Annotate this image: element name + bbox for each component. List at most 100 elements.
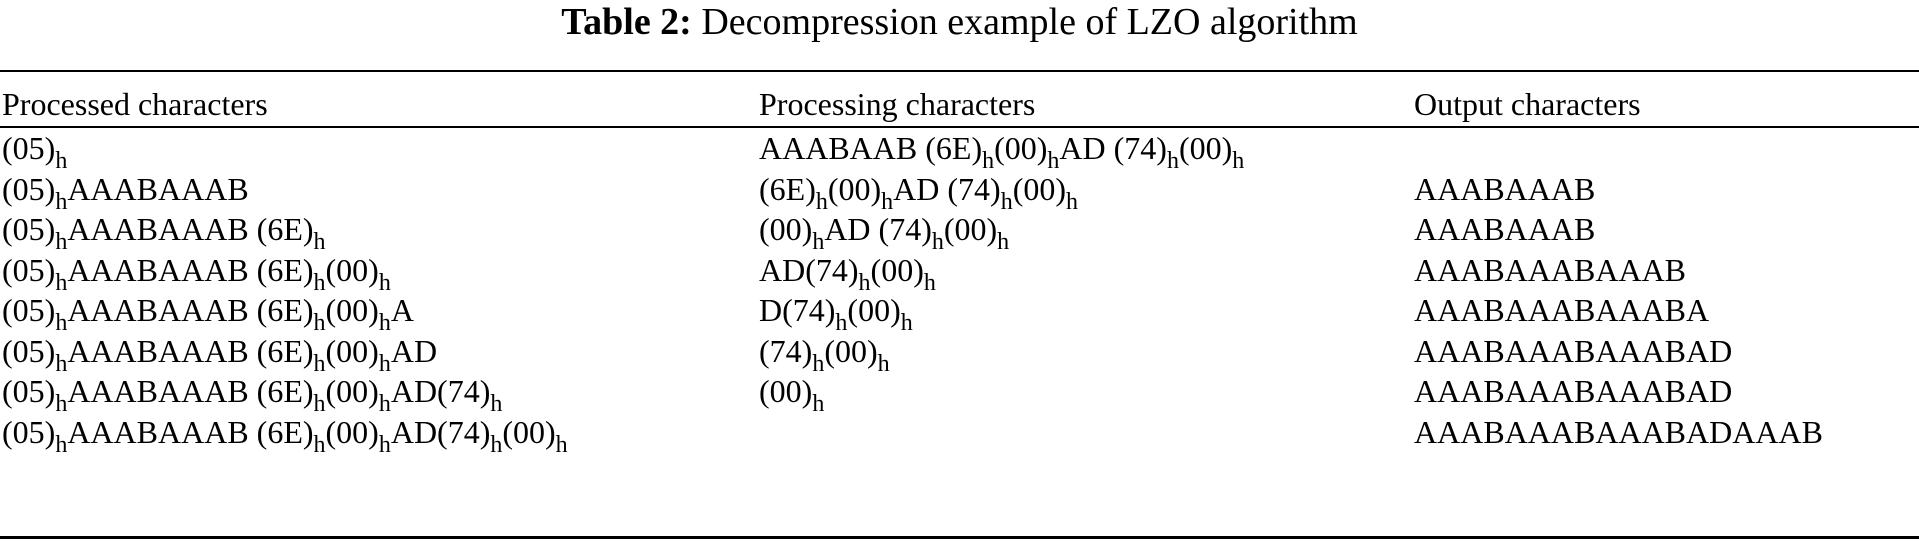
cell-text: (00) [824, 332, 878, 369]
cell-text: (00) [1178, 130, 1233, 166]
table-cell: AAABAAB (6E)h(00)hAD (74)h(00)h [759, 128, 1244, 173]
cell-text: AD(74) [390, 373, 491, 409]
cell-text: AAABAAAB (6E) [67, 413, 314, 450]
table-cell: AAABAAABAAABADAAAB [1414, 412, 1823, 452]
subscript: h [378, 269, 391, 296]
cell-text: AD (74) [1059, 130, 1167, 166]
cell-text: AAABAAB (6E) [759, 130, 983, 166]
table-cell: AD(74)h(00)h [759, 250, 936, 295]
table-cell: AAABAAAB [1414, 209, 1595, 249]
cell-text: (00) [502, 413, 556, 450]
bottom-rule [0, 536, 1919, 539]
subscript: h [313, 431, 326, 458]
subscript: h [55, 188, 68, 215]
subscript: h [812, 229, 825, 255]
column-header: Output characters [1414, 86, 1641, 122]
cell-text: (00) [759, 373, 813, 409]
cell-text: (00) [943, 211, 998, 247]
cell-text: AAABAAAB [1414, 211, 1596, 247]
subscript: h [313, 229, 326, 255]
cell-text: (00) [870, 251, 924, 288]
table-cell: AAABAAABAAABA [1414, 290, 1709, 330]
cell-text: AD (74) [824, 211, 932, 247]
table-cell: (05)hAAABAAAB (6E)h [2, 209, 326, 254]
cell-text: AD (74) [893, 170, 1001, 207]
cell-text: AD(74) [759, 251, 859, 288]
subscript: h [815, 188, 828, 215]
cell-text: (74) [759, 332, 813, 369]
cell-text: (00) [325, 292, 379, 328]
subscript: h [55, 350, 68, 377]
cell-text: (00) [827, 170, 882, 207]
cell-text: AAABAAABAAABAD [1414, 373, 1733, 409]
table-cell: (05)hAAABAAAB (6E)h(00)hAD(74)h [2, 371, 502, 416]
subscript: h [313, 310, 326, 336]
subscript: h [55, 431, 68, 458]
cell-text: AAABAAABAAABA [1414, 292, 1710, 328]
cell-text: (00) [325, 373, 379, 409]
cell-text: D(74) [759, 292, 836, 328]
subscript: h [923, 269, 936, 296]
top-rule [0, 70, 1919, 72]
subscript: h [313, 391, 326, 417]
subscript: h [812, 350, 825, 377]
cell-text: (00) [325, 413, 379, 450]
table-cell: AAABAAABAAAB [1414, 250, 1686, 290]
subscript: h [900, 310, 913, 336]
cell-text: (05) [2, 211, 56, 247]
cell-text: (00) [759, 211, 813, 247]
cell-text: AD(74) [390, 413, 491, 450]
table-cell: D(74)h(00)h [759, 290, 913, 335]
cell-text: AAABAAAB [1414, 170, 1596, 207]
subscript: h [1000, 188, 1013, 215]
cell-text: AD [390, 332, 438, 369]
subscript: h [982, 148, 995, 174]
cell-text: AAABAAAB (6E) [67, 373, 314, 409]
subscript: h [313, 350, 326, 377]
cell-text: (05) [2, 413, 56, 450]
table-cell: AAABAAAB [1414, 169, 1595, 209]
cell-text: (00) [325, 332, 379, 369]
cell-text: (00) [847, 292, 901, 328]
column-header: Processing characters [759, 86, 1036, 122]
subscript: h [881, 188, 894, 215]
cell-text: AAABAAAB (6E) [67, 332, 314, 369]
cell-text: (05) [2, 373, 56, 409]
table-cell: (00)hAD (74)h(00)h [759, 209, 1009, 254]
cell-text: (05) [2, 130, 56, 166]
cell-text: (05) [2, 332, 56, 369]
table-cell: (05)hAAABAAAB (6E)h(00)hA [2, 290, 414, 335]
cell-text: (05) [2, 170, 56, 207]
subscript: h [55, 269, 68, 296]
table-cell: (05)hAAABAAAB (6E)h(00)hAD [2, 331, 438, 376]
table-label: Table 2: [561, 1, 692, 43]
subscript: h [490, 431, 503, 458]
table-cell: AAABAAABAAABAD [1414, 331, 1732, 371]
cell-text: (05) [2, 292, 56, 328]
subscript: h [378, 431, 391, 458]
header-rule [0, 126, 1919, 128]
subscript: h [490, 391, 503, 417]
cell-text: (6E) [759, 170, 816, 207]
header-row: Processed characters Processing characte… [0, 84, 1919, 124]
subscript: h [1232, 148, 1245, 174]
table-cell: (05)hAAABAAAB (6E)h(00)h [2, 250, 391, 295]
subscript: h [55, 229, 68, 255]
subscript: h [313, 269, 326, 296]
subscript: h [1047, 148, 1060, 174]
table-cell: AAABAAABAAABAD [1414, 371, 1732, 411]
table-cell: (05)hAAABAAAB (6E)h(00)hAD(74)h(00)h [2, 412, 568, 457]
column-header: Processed characters [2, 86, 268, 122]
subscript: h [1066, 188, 1079, 215]
subscript: h [931, 229, 944, 255]
subscript: h [555, 431, 568, 458]
cell-text: (00) [325, 251, 379, 288]
cell-text: (00) [1012, 170, 1067, 207]
subscript: h [55, 148, 68, 174]
table-row: (05)hAAABAAAB (6E)h(00)hAD (74)h(00)h AAAB… [0, 169, 1919, 214]
table-cell: (05)hAAABAAAB [2, 169, 249, 214]
subscript: h [378, 391, 391, 417]
